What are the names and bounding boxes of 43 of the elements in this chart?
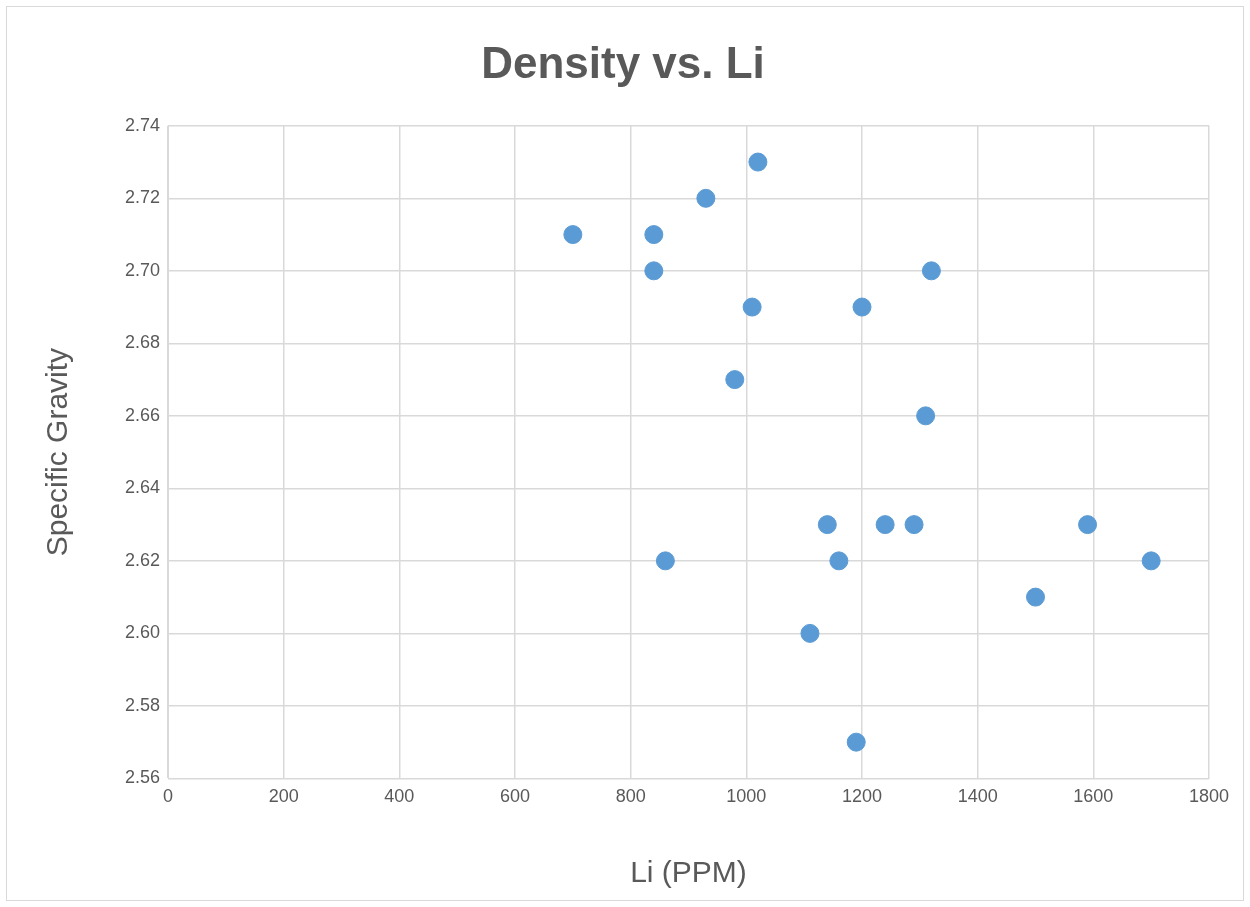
x-axis-title: Li (PPM) [630, 855, 747, 889]
y-tick-label: 2.72 [124, 187, 161, 208]
x-tick-label: 200 [268, 786, 299, 807]
x-tick-label: 0 [163, 786, 174, 807]
point [817, 515, 837, 535]
y-tick-label: 2.66 [124, 404, 161, 425]
point [742, 297, 762, 317]
x-tick-label: 1600 [1073, 786, 1114, 807]
point [921, 261, 941, 281]
point [916, 406, 936, 426]
y-tick-label: 2.60 [124, 622, 161, 643]
y-tick-label: 2.58 [124, 694, 161, 715]
x-tick-label: 1800 [1188, 786, 1230, 807]
point [748, 152, 768, 172]
point [696, 188, 716, 208]
point [800, 623, 820, 643]
x-tick-label: 800 [615, 786, 646, 807]
x-tick-label: 1400 [957, 786, 998, 807]
point [875, 515, 895, 535]
point [563, 225, 583, 245]
y-tick-label: 2.64 [124, 477, 161, 498]
chart-title: Density vs. Li [481, 37, 765, 87]
y-axis-title: Specific Gravity [40, 347, 74, 557]
point [904, 515, 924, 535]
point [655, 551, 675, 571]
point [1078, 515, 1098, 535]
y-tick-label: 2.62 [124, 549, 161, 570]
x-tick-label: 400 [384, 786, 415, 807]
y-tick-label: 2.56 [124, 767, 161, 788]
point [725, 370, 745, 390]
point [1141, 551, 1161, 571]
point [644, 261, 664, 281]
point [829, 551, 849, 571]
point [846, 732, 866, 752]
point [852, 297, 872, 317]
x-tick-label: 600 [500, 786, 531, 807]
y-tick-label: 2.70 [124, 259, 161, 280]
point [1026, 587, 1046, 607]
y-tick-label: 2.74 [124, 114, 161, 135]
x-tick-label: 1000 [726, 786, 767, 807]
x-tick-label: 1200 [841, 786, 883, 807]
point [644, 225, 664, 245]
y-tick-label: 2.68 [124, 332, 161, 353]
